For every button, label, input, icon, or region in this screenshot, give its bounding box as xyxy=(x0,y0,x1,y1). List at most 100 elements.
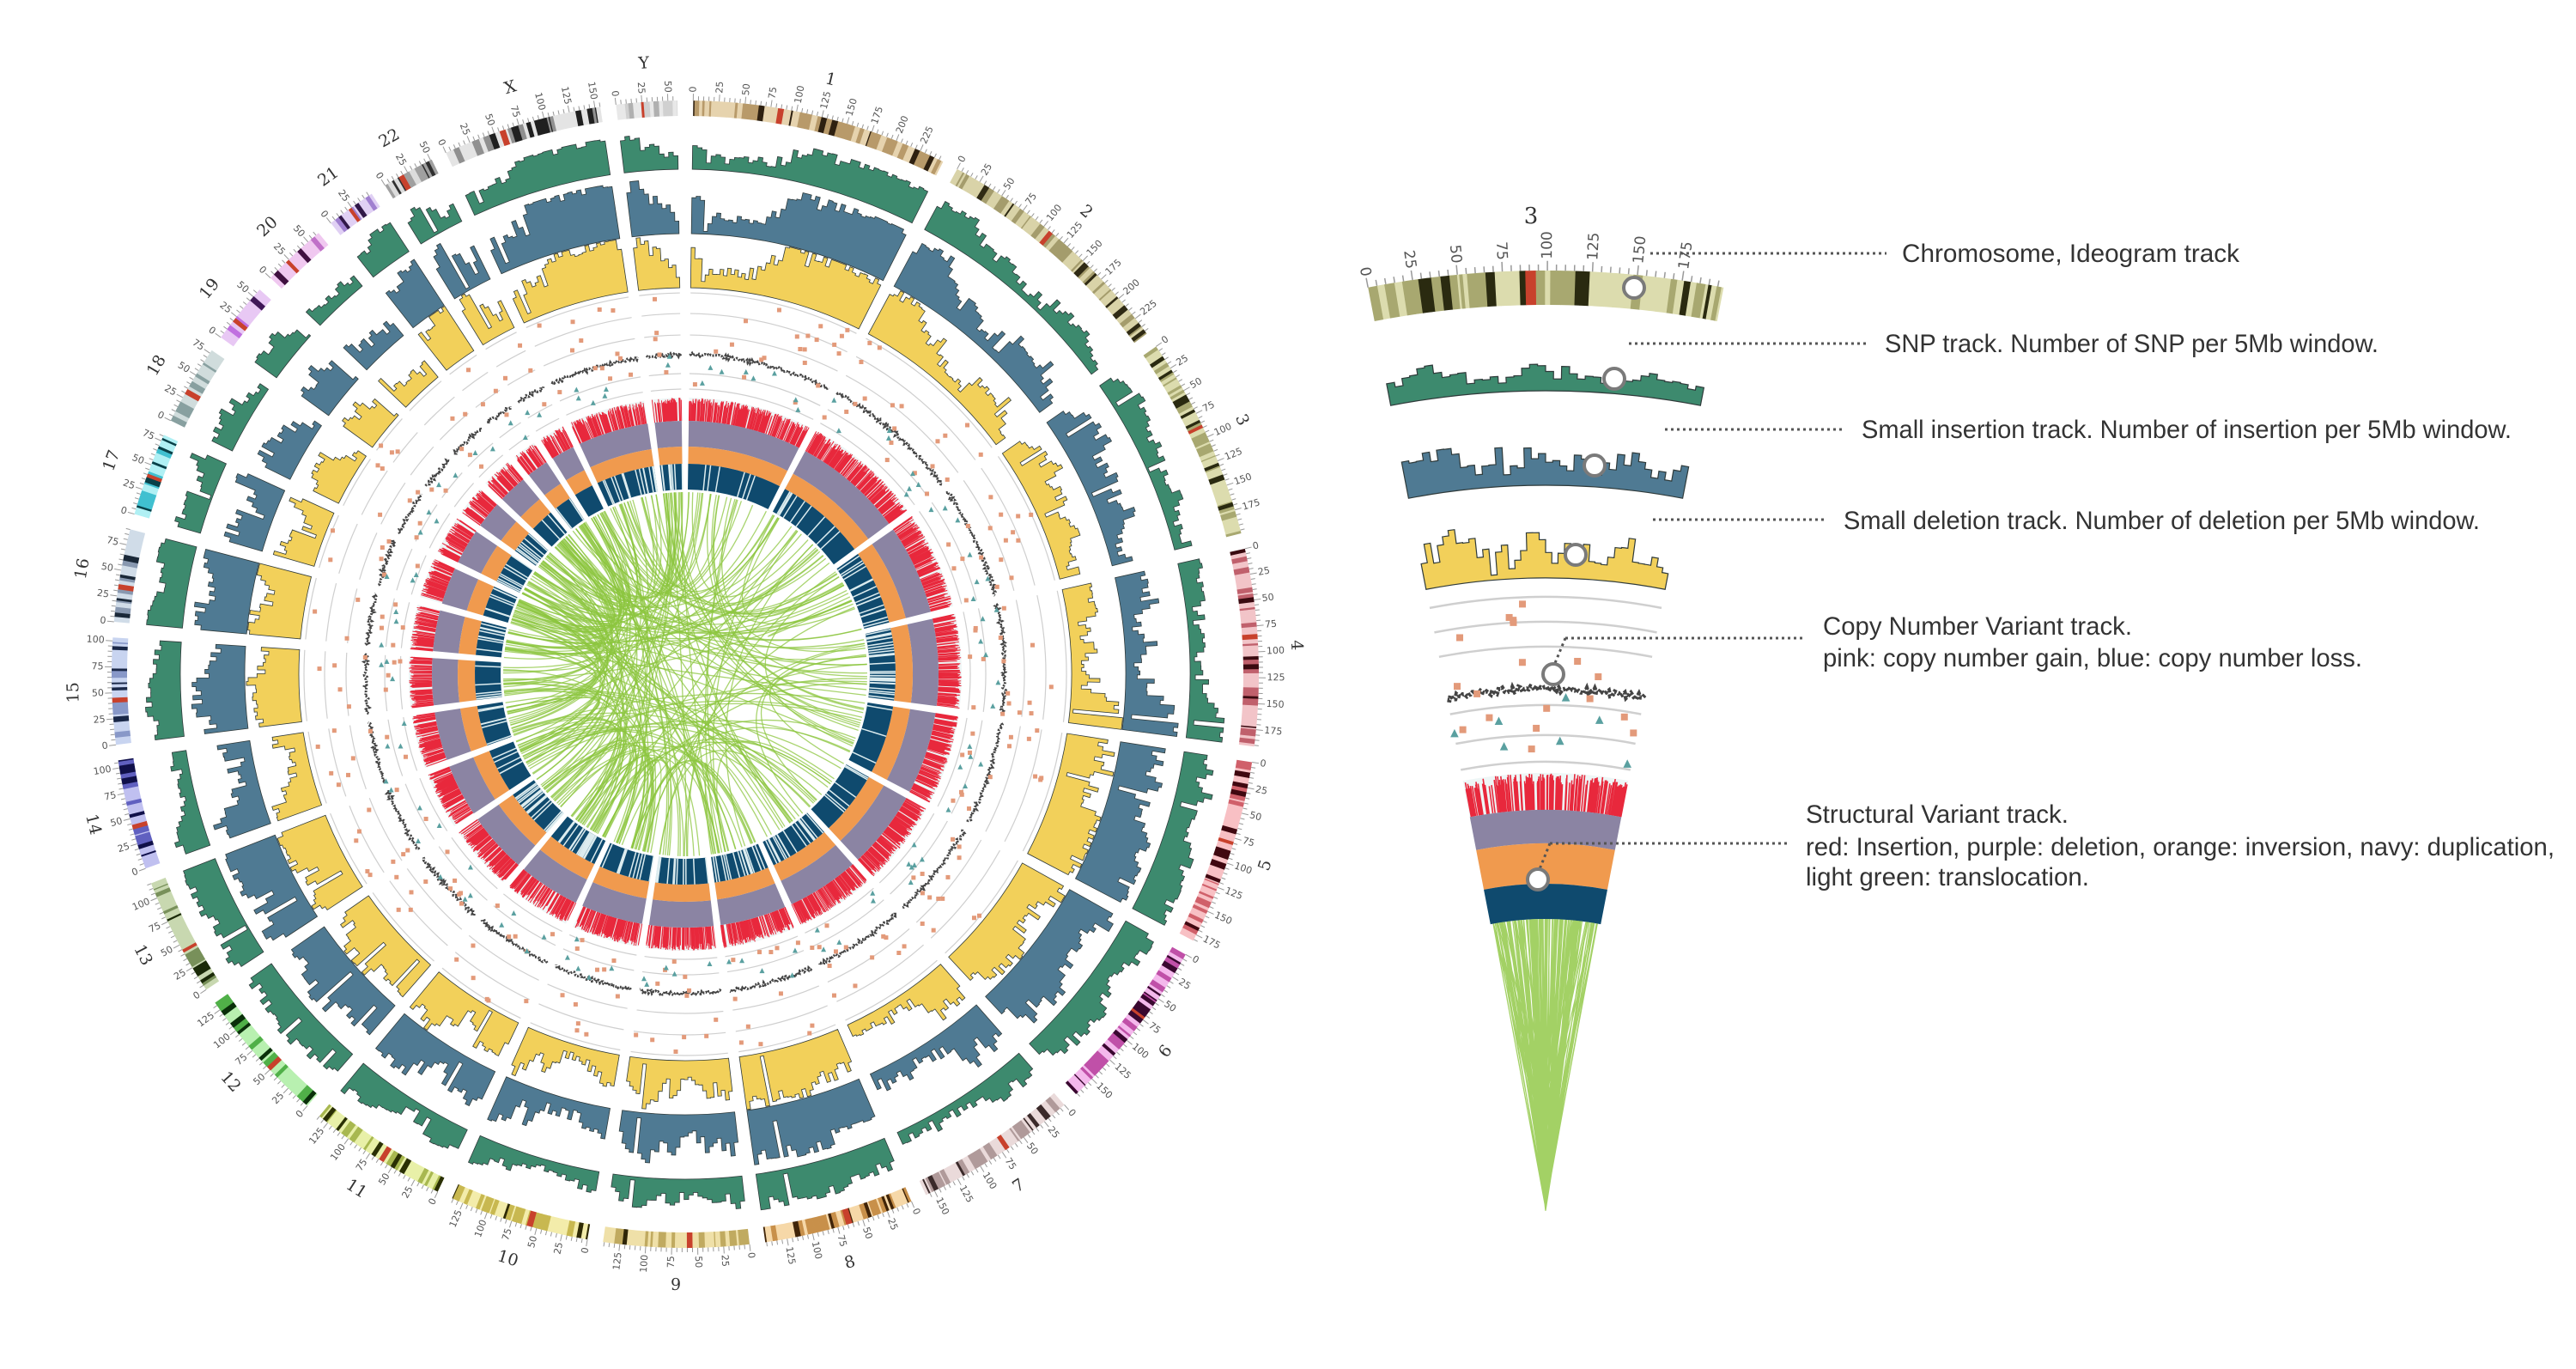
ideogram-tick xyxy=(134,848,139,851)
cnv-ring xyxy=(380,482,406,525)
ideogram-band xyxy=(885,1194,895,1210)
ideogram-tick xyxy=(1221,468,1226,472)
sv-insertion-marks xyxy=(462,490,497,526)
insertion-histogram xyxy=(374,1013,496,1107)
translocation-chord xyxy=(704,499,738,854)
ideogram-band xyxy=(1037,1104,1051,1119)
ideogram-band xyxy=(127,532,144,543)
tick-label: 75 xyxy=(141,427,156,442)
leader-cnv-stem xyxy=(1553,637,1567,664)
ideogram-band xyxy=(775,1224,781,1241)
tick-label: 225 xyxy=(1138,298,1159,318)
ideogram-band xyxy=(505,128,513,144)
ideogram-tick xyxy=(1365,277,1369,288)
ideogram-band xyxy=(584,108,590,125)
ideogram-band xyxy=(992,1137,1005,1154)
cnv-ring xyxy=(419,777,448,831)
ideogram-tick xyxy=(270,1073,274,1077)
ideogram-band xyxy=(422,162,433,179)
cnv-gain-point xyxy=(802,360,807,365)
cnv-gain-point xyxy=(683,974,688,979)
ideogram-band xyxy=(331,1113,346,1129)
ideogram-band xyxy=(325,1109,337,1123)
ideogram-band xyxy=(1121,1017,1138,1032)
ideogram-band xyxy=(1065,1080,1078,1094)
ideogram-band xyxy=(962,175,974,192)
ideogram-band xyxy=(898,1189,908,1205)
ideogram-tick xyxy=(817,1232,819,1237)
ideogram-tick xyxy=(117,777,122,780)
legend-sv-desc-1: red: Insertion, purple: deletion, orange… xyxy=(1806,833,2555,861)
cnv-ring xyxy=(985,726,1021,832)
ideogram-band xyxy=(515,1207,526,1225)
ideogram-band xyxy=(1221,824,1238,835)
ideogram-tick xyxy=(781,104,783,109)
cnv-ring xyxy=(690,313,848,353)
cnv-gain-point xyxy=(466,368,471,373)
ideogram-tick xyxy=(274,267,278,271)
chromosome-label: 19 xyxy=(196,275,223,303)
ideogram-tick xyxy=(247,291,254,297)
ideogram-band xyxy=(1184,417,1200,428)
cnv-gain-point xyxy=(1009,575,1014,581)
cnv-loss-point xyxy=(467,864,473,870)
cnv-gain-point xyxy=(337,687,343,692)
ideogram-band xyxy=(1169,387,1184,398)
ideogram-tick xyxy=(570,1236,573,1241)
cnv-loss-point xyxy=(1499,742,1509,751)
ideogram-tick xyxy=(750,100,751,105)
sv-insertion-marks xyxy=(909,713,958,803)
deletion-histogram xyxy=(633,237,681,291)
ideogram-tick xyxy=(1228,488,1233,491)
ideogram-band xyxy=(1229,794,1246,802)
ideogram-tick xyxy=(235,1034,240,1038)
cnv-gain-point xyxy=(629,372,634,377)
ideogram-tick xyxy=(220,330,225,334)
ideogram-tick xyxy=(1144,327,1149,332)
ideogram-tick xyxy=(164,417,172,422)
ideogram-band xyxy=(413,1165,425,1182)
ideogram-band xyxy=(1649,277,1660,312)
ideogram-tick xyxy=(1228,857,1233,861)
cnv-loss-point xyxy=(911,862,917,868)
ideogram-band xyxy=(119,574,136,581)
sv-insertion-marks xyxy=(409,656,434,709)
ideogram-tick xyxy=(519,1224,522,1229)
cnv-loss-point xyxy=(886,428,892,434)
ideogram-band xyxy=(572,111,579,127)
tick-label: 100 xyxy=(980,1170,999,1191)
ideogram-tick xyxy=(1113,1056,1117,1060)
sv-inversion-band xyxy=(501,521,530,551)
tick-label: 25 xyxy=(714,81,726,94)
tick-label: 75 xyxy=(91,660,103,672)
ideogram-band xyxy=(250,295,266,311)
translocation-chord xyxy=(669,492,688,856)
leader-sv-stem xyxy=(1538,843,1552,870)
ideogram-band xyxy=(1134,1000,1151,1014)
cnv-ring xyxy=(1056,590,1067,722)
ideogram-band xyxy=(1049,1092,1065,1109)
cnv-gain-point xyxy=(653,296,658,301)
sv-deletion-band xyxy=(793,451,890,539)
insertion-histogram xyxy=(213,739,271,839)
translocation-chord xyxy=(503,492,681,685)
cnv-loss-point xyxy=(911,842,917,848)
sv-deletion-band xyxy=(523,849,587,904)
ideogram-tick xyxy=(603,1242,605,1247)
ideogram-band xyxy=(478,137,488,154)
ideogram-tick xyxy=(886,132,889,137)
ideogram-tick xyxy=(1120,1048,1124,1052)
ideogram-band xyxy=(1119,313,1133,326)
cnv-ring xyxy=(468,934,539,981)
ideogram-band xyxy=(128,807,144,815)
translocation-chord xyxy=(623,502,774,593)
cnv-ring xyxy=(945,860,1018,954)
ideogram-tick xyxy=(920,144,924,151)
ideogram-band xyxy=(112,709,129,715)
ideogram-tick xyxy=(242,301,247,306)
ideogram-tick xyxy=(125,532,130,535)
ideogram-band xyxy=(1191,432,1207,442)
cnv-gain-point xyxy=(981,656,986,661)
tick-label: 75 xyxy=(106,534,120,548)
